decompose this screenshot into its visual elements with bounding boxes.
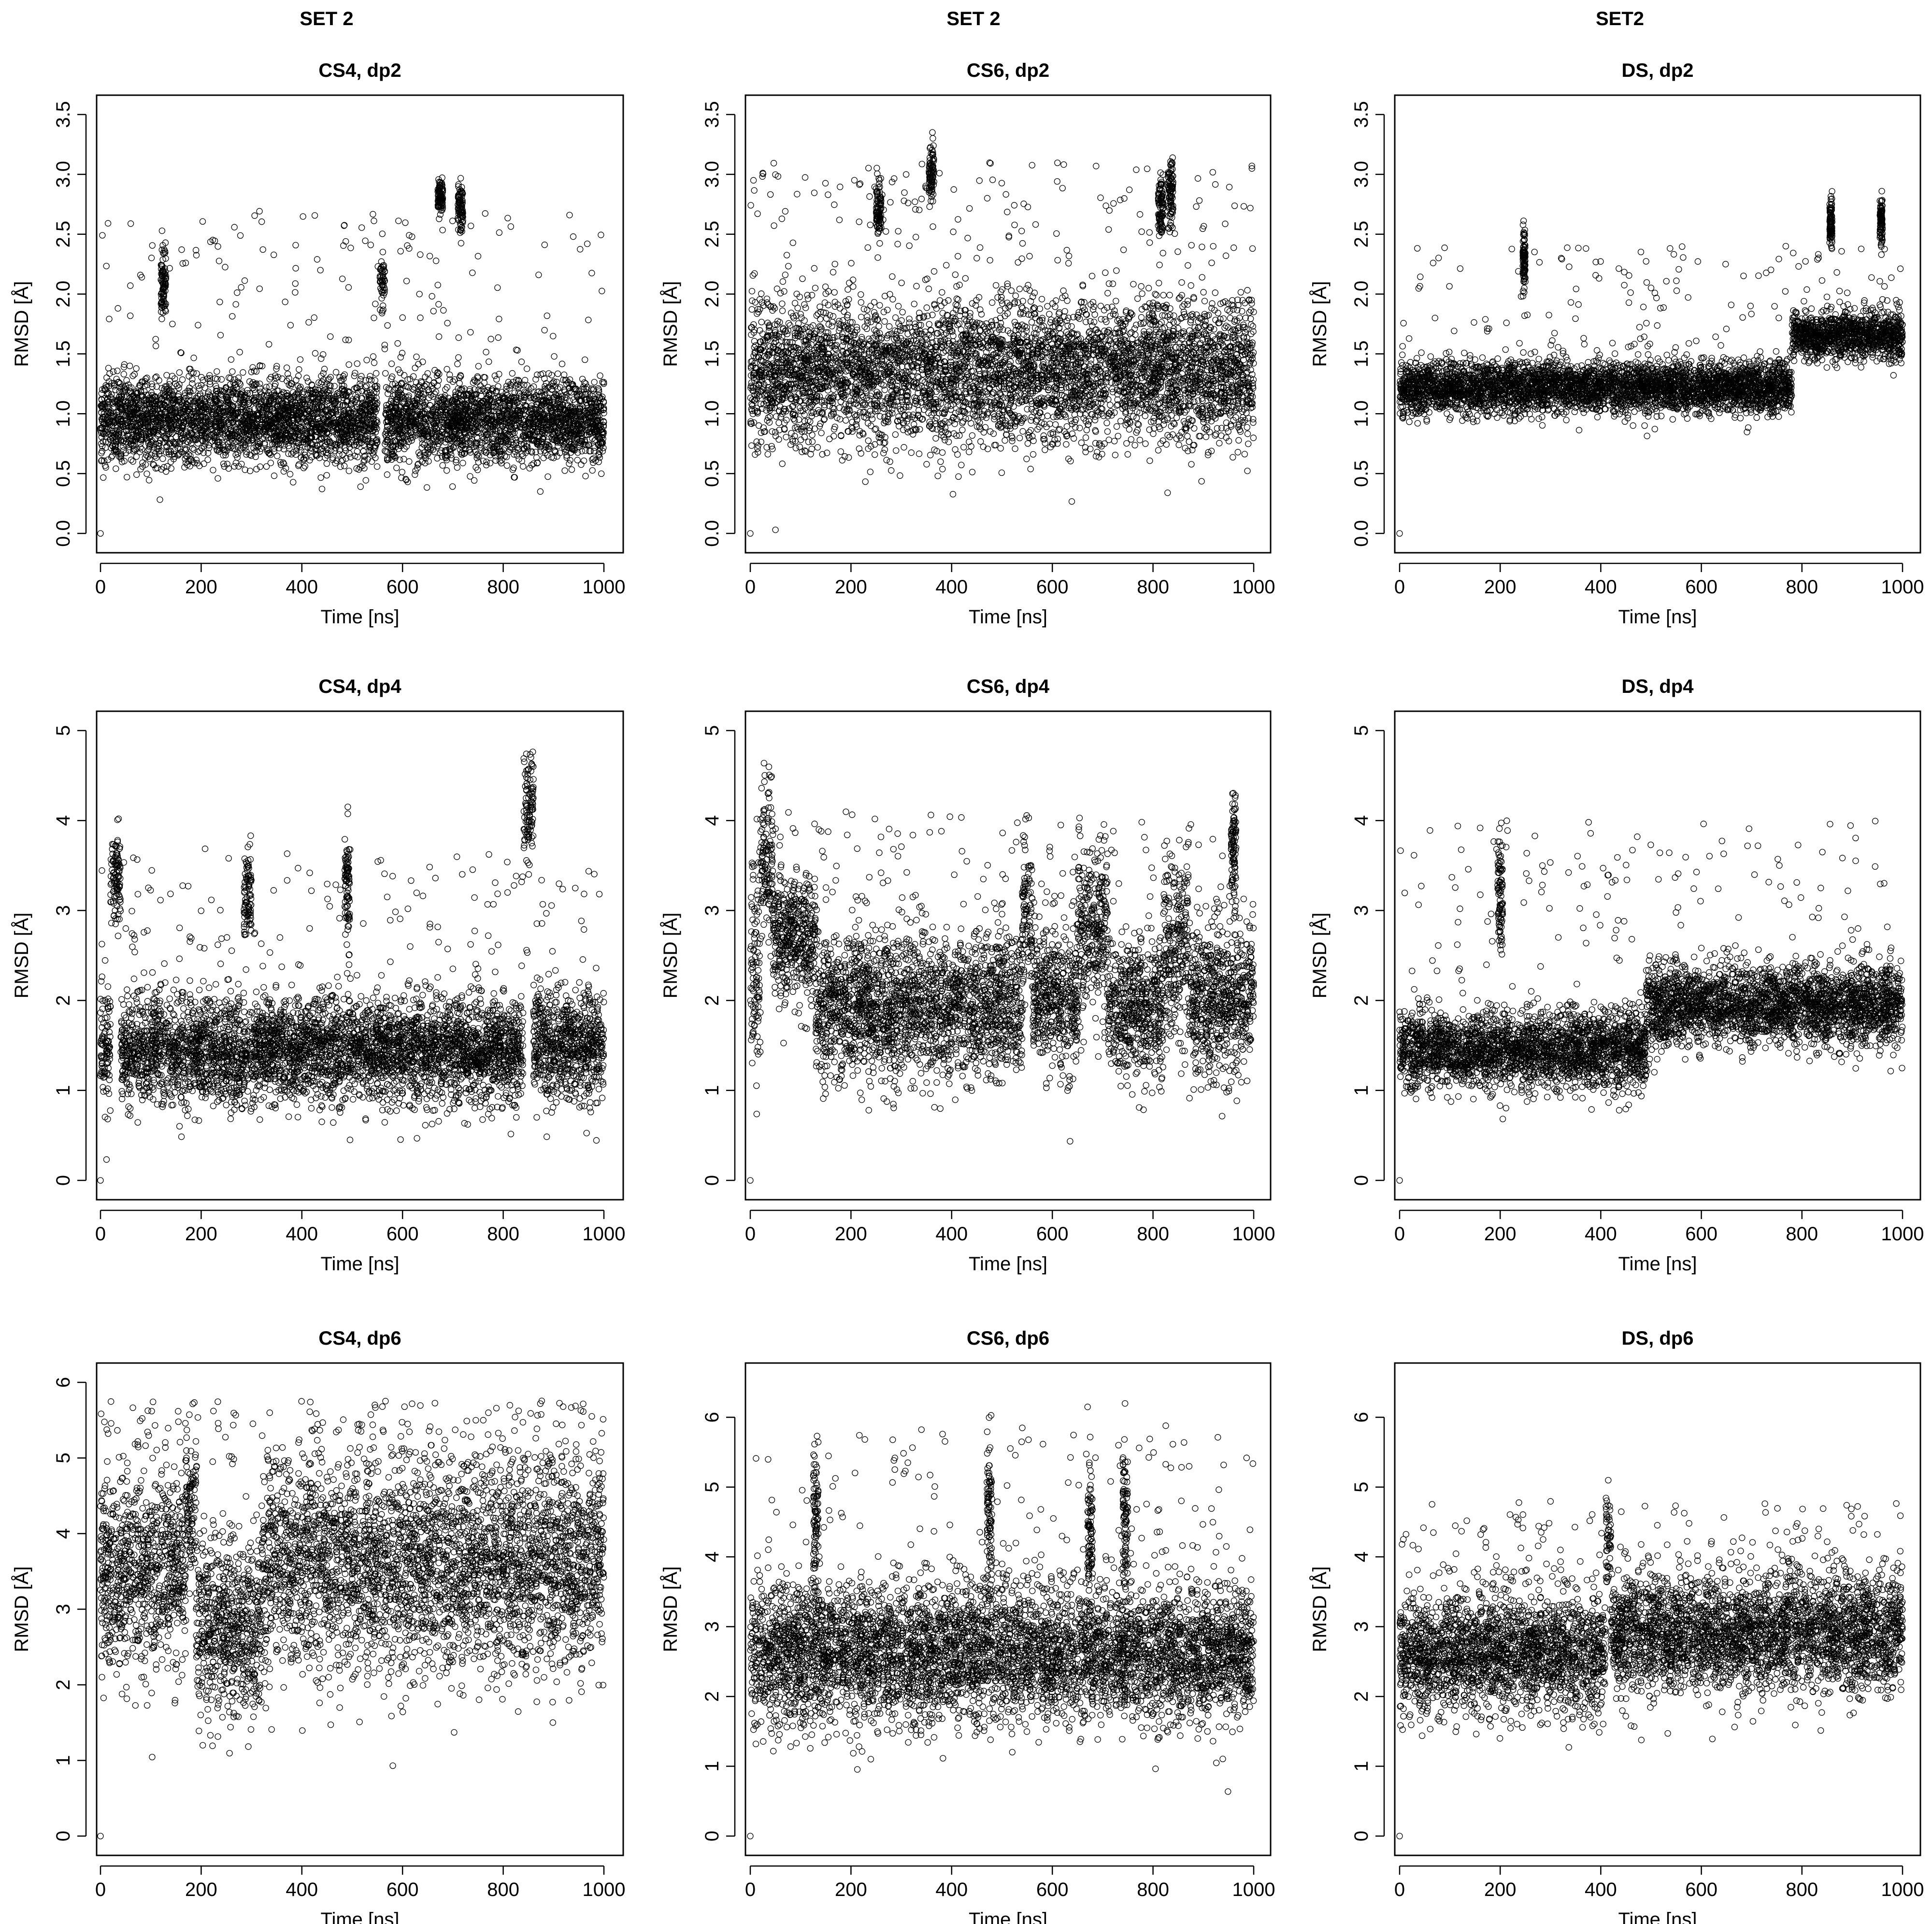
column-title-2: SET 2 (946, 8, 1000, 29)
column-title-1: SET 2 (300, 8, 353, 29)
y-tick-label: 2.0 (53, 281, 74, 308)
data-point (130, 373, 136, 379)
y-tick-label: 3.0 (53, 161, 74, 188)
scatter-points (98, 175, 607, 536)
x-tick-label: 1000 (583, 576, 626, 598)
data-point (114, 368, 120, 374)
panels-grid: CS4, dp2 0 200 400 600 800 1000 Time [ns] 0.0 0.5… (11, 60, 1924, 1924)
data-point (113, 466, 119, 472)
data-point (229, 369, 235, 374)
y-tick-label: 0.5 (53, 460, 74, 487)
panel-title: CS4, dp2 (318, 60, 401, 81)
y-tick-label: 1.5 (53, 341, 74, 368)
data-point (144, 471, 150, 477)
x-tick-label: 600 (386, 576, 419, 598)
data-point (298, 357, 303, 362)
x-tick-label: 800 (487, 576, 519, 598)
data-point (338, 464, 343, 470)
y-tick-label: 3.5 (53, 101, 74, 128)
data-point (272, 473, 277, 479)
x-tick-label: 0 (95, 576, 106, 598)
data-point (274, 453, 280, 459)
y-tick-label: 0.0 (53, 520, 74, 547)
data-point (364, 357, 370, 363)
y-tick-label: 1.0 (53, 400, 74, 427)
data-point (139, 446, 145, 452)
panel-1: CS4, dp2 0 200 400 600 800 1000 Time [ns] 0.0 0.5… (11, 60, 625, 628)
data-point (130, 459, 136, 464)
x-tick-label: 400 (286, 576, 318, 598)
x-tick-label: 200 (185, 576, 217, 598)
data-point (290, 479, 296, 485)
data-point (98, 531, 103, 536)
column-title-3: SET2 (1596, 8, 1644, 29)
y-tick-label: 2.5 (53, 221, 74, 248)
x-axis-label: Time [ns] (321, 606, 400, 628)
data-point (373, 371, 379, 376)
data-point (176, 370, 182, 375)
y-axis-label: RMSD [Å] (11, 281, 32, 367)
